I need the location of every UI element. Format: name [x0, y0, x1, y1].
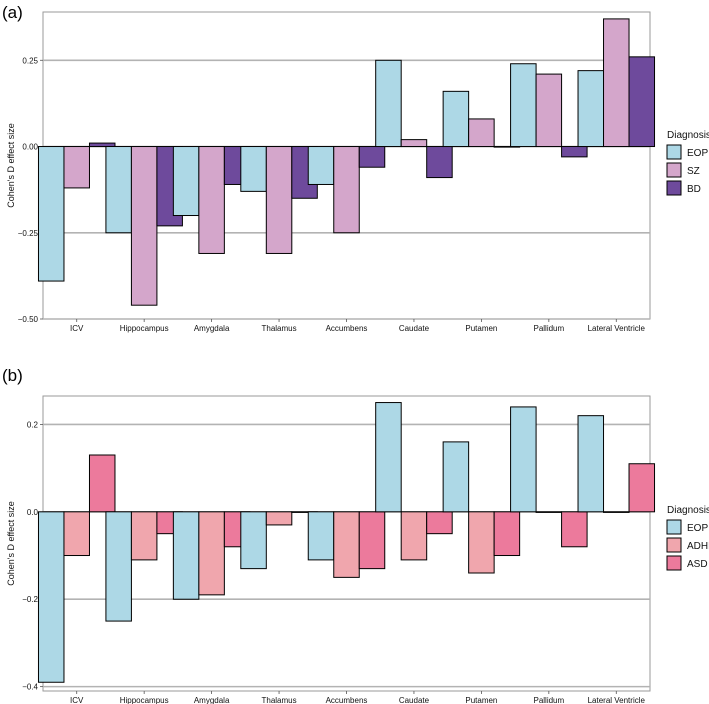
- y-axis-label: Cohen's D effect size: [6, 501, 16, 586]
- bar-eop-putamen: [442, 90, 470, 148]
- bar-eop-icv: [37, 511, 65, 683]
- bar-eop-putamen: [442, 441, 470, 513]
- x-tick-label: Thalamus: [261, 324, 296, 333]
- legend-swatch-adhd: [666, 537, 682, 553]
- legend-label-adhd: ADHD: [687, 541, 709, 552]
- bar-eop-amygdala: [172, 146, 200, 217]
- bar-eop-caudate: [375, 402, 402, 513]
- bar-sz-putamen: [468, 118, 495, 148]
- x-tick-label: Putamen: [465, 696, 497, 704]
- x-tick-label: ICV: [70, 324, 84, 333]
- legend-swatch-asd: [666, 555, 682, 571]
- y-tick-label: −0.50: [18, 315, 39, 324]
- legend-title: Diagnosis: [667, 130, 709, 141]
- legend-swatch-bd: [666, 180, 682, 196]
- y-tick-label: −0.25: [18, 229, 39, 238]
- bar-sz-pallidum: [535, 73, 563, 148]
- legend-label-eop: EOP: [687, 523, 708, 534]
- bar-asd-putamen: [493, 511, 521, 557]
- y-tick-label: 0.00: [22, 143, 38, 152]
- y-tick-label: −0.2: [22, 595, 38, 604]
- x-tick-label: Hippocampus: [120, 696, 169, 704]
- bar-bd-icv: [88, 142, 116, 148]
- bar-asd-lateral-ventricle: [628, 463, 656, 513]
- y-axis-label: Cohen's D effect size: [6, 123, 16, 208]
- x-tick-label: Lateral Ventricle: [588, 696, 646, 704]
- bar-sz-amygdala: [198, 146, 225, 254]
- bar-eop-pallidum: [510, 406, 537, 513]
- legend-label-eop: EOP: [687, 148, 708, 159]
- bar-asd-caudate: [426, 511, 453, 535]
- legend-swatch-sz: [666, 162, 682, 178]
- bar-bd-accumbens: [358, 146, 386, 168]
- bar-adhd-caudate: [400, 511, 428, 561]
- bar-asd-pallidum: [561, 511, 588, 548]
- bar-eop-lateral-ventricle: [577, 70, 605, 148]
- y-tick-label: −0.4: [22, 683, 38, 692]
- bar-sz-icv: [63, 146, 90, 189]
- bar-bd-pallidum: [561, 146, 588, 158]
- bar-adhd-accumbens: [333, 511, 360, 578]
- x-tick-label: Amygdala: [194, 324, 230, 333]
- bar-adhd-hippocampus: [130, 511, 158, 561]
- x-tick-label: Amygdala: [194, 696, 230, 704]
- legend-label-bd: BD: [687, 184, 701, 195]
- bar-adhd-putamen: [468, 511, 495, 574]
- bar-eop-icv: [37, 146, 65, 282]
- bar-eop-accumbens: [307, 146, 335, 185]
- bar-adhd-lateral-ventricle: [603, 511, 630, 513]
- bar-eop-hippocampus: [105, 146, 132, 234]
- x-tick-label: Caudate: [399, 696, 430, 704]
- x-tick-label: Accumbens: [326, 324, 368, 333]
- bar-adhd-amygdala: [198, 511, 225, 596]
- y-tick-label: 0.0: [27, 508, 39, 517]
- panel-b: (b) −0.4 −0.2 0.0 0.2 ICV Hippocampus Amygdala T…: [2, 366, 709, 704]
- x-tick-label: Lateral Ventricle: [588, 324, 646, 333]
- bar-sz-thalamus: [265, 146, 293, 254]
- bar-sz-lateral-ventricle: [603, 18, 630, 148]
- panel-a: (a) −0.50 −0.25 0.00 0.25 ICV Hippocampus Amygd…: [2, 3, 709, 333]
- bar-eop-thalamus: [240, 146, 267, 192]
- x-tick-label: Caudate: [399, 324, 430, 333]
- legend-swatch-eop: [666, 519, 682, 535]
- bar-eop-caudate: [375, 59, 402, 148]
- x-tick-label: Pallidum: [533, 324, 564, 333]
- legend-title: Diagnosis: [667, 505, 709, 516]
- bar-sz-hippocampus: [130, 146, 158, 306]
- panel-label: (b): [2, 366, 23, 385]
- bar-bd-caudate: [426, 146, 453, 179]
- bar-sz-caudate: [400, 139, 428, 148]
- x-tick-label: Hippocampus: [120, 324, 169, 333]
- bar-eop-hippocampus: [105, 511, 132, 622]
- legend-label-sz: SZ: [687, 166, 700, 177]
- bar-adhd-pallidum: [535, 511, 563, 513]
- y-tick-label: 0.2: [27, 420, 39, 429]
- legend-label-asd: ASD: [687, 559, 708, 570]
- bar-eop-lateral-ventricle: [577, 415, 605, 513]
- x-tick-label: Accumbens: [326, 696, 368, 704]
- panel-label: (a): [2, 3, 23, 22]
- bar-bd-lateral-ventricle: [628, 56, 656, 148]
- legend-swatch-eop: [666, 144, 682, 160]
- bar-adhd-thalamus: [265, 511, 293, 526]
- bar-asd-accumbens: [358, 511, 386, 570]
- bar-adhd-icv: [63, 511, 90, 557]
- x-tick-label: Thalamus: [261, 696, 296, 704]
- bar-eop-amygdala: [172, 511, 200, 600]
- bar-eop-accumbens: [307, 511, 335, 561]
- bar-eop-thalamus: [240, 511, 267, 570]
- y-tick-label: 0.25: [22, 56, 38, 65]
- bar-sz-accumbens: [333, 146, 360, 234]
- x-tick-label: Pallidum: [533, 696, 564, 704]
- x-tick-label: Putamen: [465, 324, 497, 333]
- x-tick-label: ICV: [70, 696, 84, 704]
- bar-eop-pallidum: [510, 63, 537, 148]
- bar-asd-icv: [88, 454, 116, 513]
